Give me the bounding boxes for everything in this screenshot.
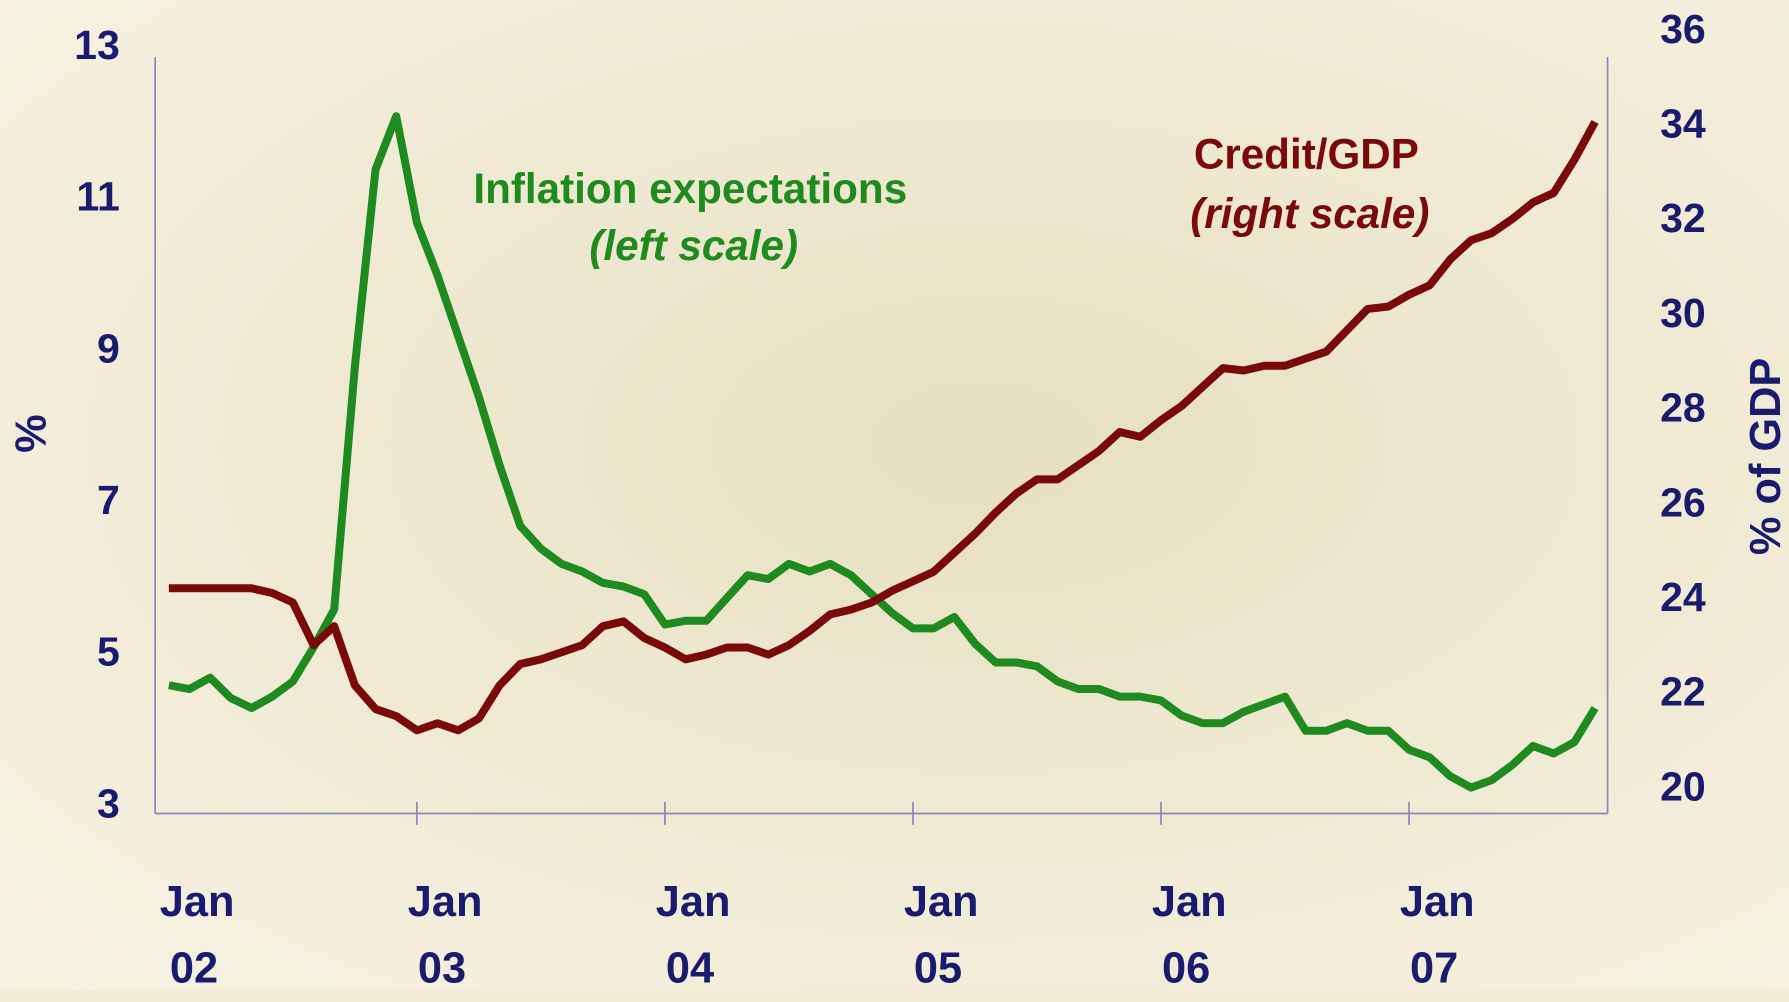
annotation: Inflation expectations xyxy=(473,165,907,212)
y2-tick-label: 32 xyxy=(1660,195,1706,241)
y-tick-label: 5 xyxy=(97,629,120,675)
x-tick-label: Jan 05 xyxy=(904,869,972,1001)
y2-tick-label: 34 xyxy=(1660,100,1706,146)
x-tick-label: Jan 03 xyxy=(408,869,476,1001)
annotation: Credit/GDP xyxy=(1194,131,1419,178)
y2-tick-label: 30 xyxy=(1660,290,1706,336)
y2-axis-label: % of GDP xyxy=(1742,358,1789,555)
y-tick-label: 13 xyxy=(74,22,120,68)
y2-tick-label: 24 xyxy=(1660,574,1706,620)
y2-tick-label: 26 xyxy=(1660,479,1706,525)
chart-svg: % % of GDP 3 5 7 9 11 13 20 22 24 26 28 30 32 34 36 Inf… xyxy=(0,0,1789,989)
y-tick-label: 9 xyxy=(97,325,120,371)
y-axis-label: % xyxy=(8,414,56,453)
y-tick-label: 11 xyxy=(76,174,119,220)
x-tick-label: Jan 06 xyxy=(1152,869,1220,1001)
x-tick-label: Jan 04 xyxy=(656,869,724,1001)
y2-tick-label: 28 xyxy=(1660,385,1706,431)
y2-tick-label: 20 xyxy=(1660,763,1706,809)
x-tick-label: Jan 07 xyxy=(1400,869,1468,1001)
y2-tick-label: 36 xyxy=(1660,6,1706,52)
x-tick-label: Jan 02 xyxy=(160,869,228,1001)
chart: % % of GDP 3 5 7 9 11 13 20 22 24 26 28 30 32 34 36 Inf… xyxy=(0,0,1789,989)
y-tick-label: 7 xyxy=(97,477,120,523)
y-tick-label: 3 xyxy=(97,780,120,826)
y2-tick-label: 22 xyxy=(1660,669,1706,715)
annotation: (left scale) xyxy=(589,222,798,269)
annotation: (right scale) xyxy=(1190,190,1429,237)
